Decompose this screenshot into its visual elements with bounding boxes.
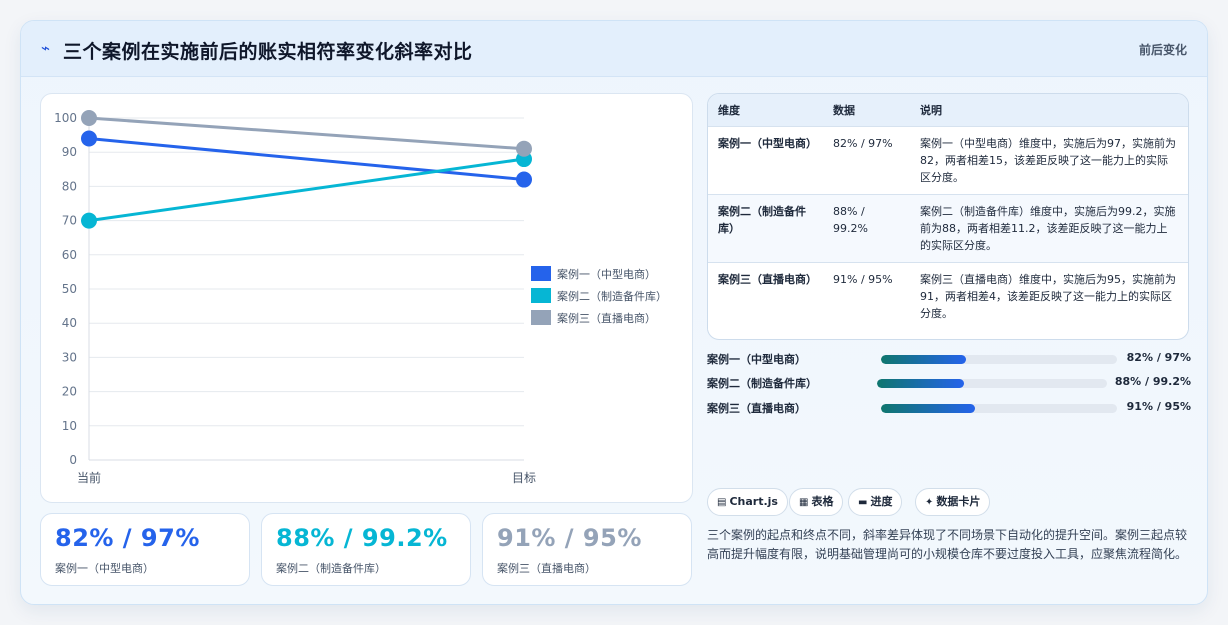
- x-tick-label: 当前: [77, 470, 101, 485]
- y-tick-label: 90: [62, 145, 77, 159]
- kpi-value: 82% / 97%: [55, 524, 200, 552]
- table-cell-dimension: 案例三（直播电商）: [708, 262, 823, 330]
- y-tick-label: 70: [62, 214, 77, 228]
- series-line: [88, 137, 525, 182]
- table-cell-note: 案例二（制造备件库）维度中，实施后为99.2，实施前为88，两者相差11.2，该…: [910, 194, 1188, 263]
- progress-label: 案例三（直播电商）: [707, 402, 806, 415]
- chip-table[interactable]: ▦ 表格: [789, 488, 844, 516]
- progress-fill: [877, 379, 965, 388]
- y-tick-label: 100: [54, 111, 77, 125]
- y-tick-label: 10: [62, 419, 77, 433]
- progress-fill: [881, 404, 976, 413]
- bolt-icon: ⌁: [41, 39, 51, 57]
- legend-swatch: [531, 288, 551, 303]
- progress-row-case2: 案例二（制造备件库） 88% / 99.2%: [707, 374, 1191, 392]
- data-table: 维度 数据 说明 案例一（中型电商） 82% / 97% 案例一（中型电商）维度…: [708, 94, 1188, 330]
- progress-row-case3: 案例三（直播电商） 91% / 95%: [707, 399, 1191, 417]
- table-row: 案例三（直播电商） 91% / 95% 案例三（直播电商）维度中，实施后为95，…: [708, 262, 1188, 330]
- table-cell-data: 88% / 99.2%: [823, 194, 910, 263]
- y-tick-label: 0: [69, 453, 77, 467]
- series-line: [88, 157, 525, 223]
- progress-row-case1: 案例一（中型电商） 82% / 97%: [707, 350, 1191, 368]
- y-tick-label: 40: [62, 316, 77, 330]
- header-tag: 前后变化: [1138, 43, 1187, 57]
- data-point: [516, 171, 532, 188]
- y-tick-label: 20: [62, 385, 77, 399]
- kpi-card-case2: 88% / 99.2% 案例二（制造备件库）: [261, 513, 471, 586]
- kpi-card-case1: 82% / 97% 案例一（中型电商）: [40, 513, 250, 586]
- table-icon: ▦: [799, 497, 809, 508]
- data-table-container: 维度 数据 说明 案例一（中型电商） 82% / 97% 案例一（中型电商）维度…: [707, 93, 1189, 340]
- legend-label: 案例二（制造备件库）: [557, 289, 667, 303]
- summary-note: 三个案例的起点和终点不同，斜率差异体现了不同场景下自动化的提升空间。案例三起点较…: [707, 528, 1188, 561]
- chip-chartjs[interactable]: ▤ Chart.js: [707, 488, 788, 516]
- table-cell-dimension: 案例二（制造备件库）: [708, 194, 823, 263]
- progress-fill: [881, 355, 966, 364]
- y-tick-label: 60: [62, 248, 77, 262]
- table-row: 案例二（制造备件库） 88% / 99.2% 案例二（制造备件库）维度中，实施后…: [708, 194, 1188, 263]
- chart-icon: ▤: [717, 497, 727, 508]
- progress-track: [881, 355, 1117, 364]
- kpi-value: 91% / 95%: [497, 524, 642, 552]
- data-point: [516, 140, 532, 157]
- page-title: 三个案例在实施前后的账实相符率变化斜率对比: [63, 41, 473, 63]
- chart-container: 0 10 20 30 40 50 60 70 80 90 100 当前 目标 案例一（中型电商） 案例二（制…: [40, 93, 693, 503]
- chip-data-card[interactable]: ✦ 数据卡片: [915, 488, 991, 516]
- table-header-cell: 说明: [910, 94, 1188, 127]
- data-point: [81, 130, 97, 147]
- chip-label: 数据卡片: [936, 495, 981, 508]
- progress-icon: ▬: [858, 497, 868, 508]
- table-header-row: 维度 数据 说明: [708, 94, 1188, 127]
- data-point: [81, 212, 97, 229]
- slope-chart: 0 10 20 30 40 50 60 70 80 90 100 当前 目标 案例一（中型电商） 案例二（制…: [54, 110, 667, 485]
- y-tick-label: 80: [62, 179, 77, 193]
- progress-value: 88% / 99.2%: [1114, 375, 1191, 388]
- table-header-cell: 维度: [708, 94, 823, 127]
- kpi-card-case3: 91% / 95% 案例三（直播电商）: [482, 513, 692, 586]
- table-cell-note: 案例一（中型电商）维度中，实施后为97，实施前为82，两者相差15，该差距反映了…: [910, 126, 1188, 195]
- legend-label: 案例三（直播电商）: [557, 311, 656, 325]
- table-row: 案例一（中型电商） 82% / 97% 案例一（中型电商）维度中，实施后为97，…: [708, 126, 1188, 195]
- table-cell-data: 91% / 95%: [823, 262, 910, 330]
- main-card: ⌁ 三个案例在实施前后的账实相符率变化斜率对比 前后变化 0 10 20 30 40 50…: [20, 20, 1208, 605]
- legend-label: 案例一（中型电商）: [557, 267, 656, 281]
- kpi-label: 案例一（中型电商）: [55, 562, 154, 575]
- chip-progress[interactable]: ▬ 进度: [848, 488, 903, 516]
- y-tick-label: 50: [62, 282, 77, 296]
- series-line: [88, 116, 525, 151]
- y-tick-label: 30: [62, 350, 77, 364]
- progress-value: 91% / 95%: [1126, 400, 1191, 413]
- chip-label: Chart.js: [729, 495, 778, 508]
- chip-label: 进度: [870, 495, 893, 508]
- progress-track: [877, 379, 1107, 388]
- progress-label: 案例二（制造备件库）: [707, 377, 817, 390]
- chip-label: 表格: [811, 495, 834, 508]
- progress-value: 82% / 97%: [1126, 351, 1191, 364]
- kpi-label: 案例三（直播电商）: [497, 562, 596, 575]
- progress-label: 案例一（中型电商）: [707, 353, 806, 366]
- table-header-cell: 数据: [823, 94, 910, 127]
- table-cell-dimension: 案例一（中型电商）: [708, 126, 823, 195]
- legend-swatch: [531, 266, 551, 281]
- data-point: [81, 110, 97, 126]
- sparkle-icon: ✦: [925, 497, 934, 508]
- legend-swatch: [531, 310, 551, 325]
- kpi-value: 88% / 99.2%: [276, 524, 448, 552]
- kpi-label: 案例二（制造备件库）: [276, 562, 386, 575]
- progress-track: [881, 404, 1117, 413]
- card-header: ⌁ 三个案例在实施前后的账实相符率变化斜率对比 前后变化: [21, 21, 1207, 77]
- x-tick-label: 目标: [512, 471, 536, 485]
- table-cell-data: 82% / 97%: [823, 126, 910, 195]
- table-cell-note: 案例三（直播电商）维度中，实施后为95，实施前为91，两者相差4，该差距反映了这…: [910, 262, 1188, 330]
